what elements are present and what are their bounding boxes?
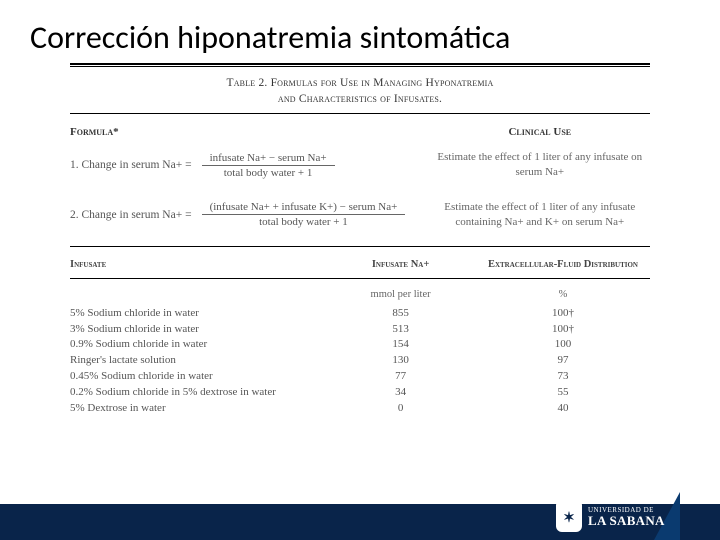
footer: ✶ UNIVERSIDAD DE LA SABANA	[0, 492, 720, 540]
table-row: 3% Sodium chloride in water 513 100†	[70, 322, 650, 338]
caption-line-1: Table 2. Formulas for Use in Managing Hy…	[226, 77, 493, 89]
formula-header-row: Formula* Clinical Use	[70, 120, 650, 140]
infusate-col-b-head: Infusate Na+	[325, 259, 476, 270]
cell-c: 55	[476, 385, 650, 401]
cell-a: 5% Sodium chloride in water	[70, 306, 325, 322]
cell-a: 0.45% Sodium chloride in water	[70, 369, 325, 385]
cell-b: 130	[325, 353, 476, 369]
rule-under-infusate-head	[70, 278, 650, 279]
units-c: %	[476, 289, 650, 300]
cell-c: 100	[476, 337, 650, 353]
infusate-col-a-head: Infusate	[70, 259, 325, 270]
shield-icon: ✶	[556, 502, 582, 532]
table-row: Ringer's lactate solution 130 97	[70, 353, 650, 369]
formula-2: 2. Change in serum Na+ = (infusate Na+ +…	[70, 190, 650, 240]
rule-mid	[70, 246, 650, 247]
formula-2-fraction: (infusate Na+ + infusate K+) − serum Na+…	[202, 201, 406, 228]
units-b: mmol per liter	[325, 289, 476, 300]
formula-1-expression: 1. Change in serum Na+ = infusate Na+ − …	[70, 152, 430, 179]
table-content: Table 2. Formulas for Use in Managing Hy…	[30, 63, 690, 417]
slide: Corrección hiponatremia sintomática Tabl…	[0, 0, 720, 540]
infusate-col-c-head: Extracellular-Fluid Distribution	[476, 259, 650, 270]
units-blank	[70, 289, 325, 300]
cell-a: Ringer's lactate solution	[70, 353, 325, 369]
rule-top	[70, 63, 650, 67]
formula-1-use: Estimate the effect of 1 liter of any in…	[430, 150, 650, 180]
cell-b: 0	[325, 401, 476, 417]
formula-1-denominator: total body water + 1	[216, 166, 321, 179]
logo-text: UNIVERSIDAD DE LA SABANA	[588, 507, 665, 527]
cell-c: 73	[476, 369, 650, 385]
cell-c: 100†	[476, 322, 650, 338]
cell-b: 513	[325, 322, 476, 338]
formula-1-fraction: infusate Na+ − serum Na+ total body wate…	[202, 152, 335, 179]
cell-a: 0.9% Sodium chloride in water	[70, 337, 325, 353]
table-caption: Table 2. Formulas for Use in Managing Hy…	[70, 75, 650, 107]
formula-2-expression: 2. Change in serum Na+ = (infusate Na+ +…	[70, 201, 430, 228]
cell-b: 77	[325, 369, 476, 385]
cell-b: 855	[325, 306, 476, 322]
formula-2-use: Estimate the effect of 1 liter of any in…	[430, 200, 650, 230]
cell-b: 154	[325, 337, 476, 353]
page-title: Corrección hiponatremia sintomática	[30, 18, 690, 57]
table-row: 0.9% Sodium chloride in water 154 100	[70, 337, 650, 353]
caption-line-2: and Characteristics of Infusates.	[278, 93, 442, 105]
cell-a: 5% Dextrose in water	[70, 401, 325, 417]
table-row: 5% Dextrose in water 0 40	[70, 401, 650, 417]
cell-c: 97	[476, 353, 650, 369]
cell-b: 34	[325, 385, 476, 401]
table-row: 0.2% Sodium chloride in 5% dextrose in w…	[70, 385, 650, 401]
table-row: 5% Sodium chloride in water 855 100†	[70, 306, 650, 322]
formula-2-numerator: (infusate Na+ + infusate K+) − serum Na+	[202, 201, 406, 215]
cell-c: 40	[476, 401, 650, 417]
logo-big-text: LA SABANA	[588, 514, 665, 527]
table-row: 0.45% Sodium chloride in water 77 73	[70, 369, 650, 385]
university-logo: ✶ UNIVERSIDAD DE LA SABANA	[556, 498, 676, 536]
formula-2-label: 2. Change in serum Na+ =	[70, 209, 192, 221]
rule-under-caption	[70, 113, 650, 114]
formula-1-numerator: infusate Na+ − serum Na+	[202, 152, 335, 166]
formula-2-denominator: total body water + 1	[251, 215, 356, 228]
infusate-header-row: Infusate Infusate Na+ Extracellular-Flui…	[70, 253, 650, 272]
formula-1-label: 1. Change in serum Na+ =	[70, 159, 192, 171]
units-row: mmol per liter %	[70, 285, 650, 306]
formula-header-left: Formula*	[70, 126, 119, 138]
cell-c: 100†	[476, 306, 650, 322]
formula-1: 1. Change in serum Na+ = infusate Na+ − …	[70, 140, 650, 190]
formula-header-right: Clinical Use	[430, 126, 650, 138]
cell-a: 0.2% Sodium chloride in 5% dextrose in w…	[70, 385, 325, 401]
cell-a: 3% Sodium chloride in water	[70, 322, 325, 338]
